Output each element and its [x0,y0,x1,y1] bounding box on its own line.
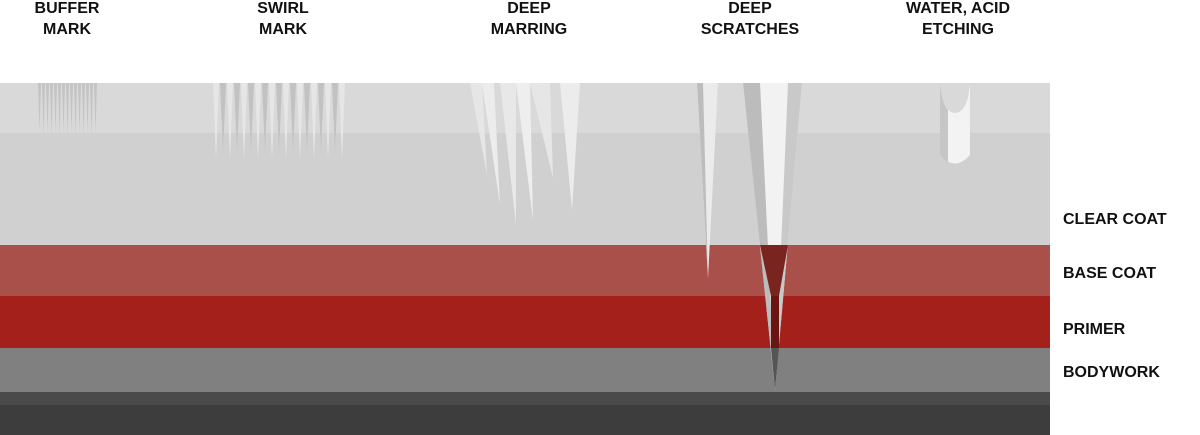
deep-scratch-base [760,245,788,296]
defect-label: DEEP [728,0,772,17]
swirl-sliver [248,83,254,152]
scratch-shade [697,83,708,278]
layer-label: BASE COAT [1063,265,1156,282]
marring-notch [500,83,516,225]
buffer-sliver [82,83,85,136]
defect-label: WATER, ACID [906,0,1010,17]
swirl-sliver [262,83,268,152]
swirl-sliver [304,83,310,152]
swirl-sliver [339,83,345,159]
buffer-sliver [50,83,53,136]
buffer-sliver [42,83,45,136]
deep-scratch-primer [771,296,779,348]
layer-label: CLEAR COAT [1063,211,1167,228]
swirl-sliver [290,83,296,152]
buffer-sliver [86,83,89,132]
bodywork [0,348,1050,392]
swirl-sliver [276,83,282,152]
swirl-sliver [234,83,240,152]
defect-label: DEEP [507,0,551,17]
swirl-sliver [213,83,219,159]
swirl-sliver [325,83,331,159]
deep-scratch-body [771,348,779,390]
marring-notch [560,83,580,210]
swirl-sliver [332,83,338,152]
defect-label: SCRATCHES [701,21,800,38]
defect-label: ETCHING [922,21,994,38]
buffer-sliver [66,83,69,136]
layers [0,83,1050,435]
layer-label: BODYWORK [1063,364,1160,381]
bodywork-edge [0,392,1050,405]
buffer-sliver [94,83,97,132]
buffer-sliver [62,83,65,132]
swirl-sliver [241,83,247,159]
buffer-sliver [70,83,73,132]
buffer-sliver [74,83,77,136]
bodywork-base [0,405,1050,435]
etching-shade [940,83,948,162]
swirl-sliver [255,83,261,159]
swirl-sliver [227,83,233,159]
marring-notch [530,83,553,178]
marring-notch [516,83,533,220]
defect-label: SWIRL [257,0,309,17]
defect-label: MARRING [491,21,567,38]
labels: BUFFER MARK SWIRL MARK DEEP MARRING DEEP SCRATC… [35,0,1167,381]
swirl-sliver [220,83,226,152]
marring-notch [470,83,487,175]
swirl-sliver [297,83,303,159]
swirl-sliver [318,83,324,152]
defects [38,83,970,390]
swirl-sliver [283,83,289,159]
swirl-sliver [311,83,317,159]
buffer-sliver [38,83,41,132]
buffer-sliver [78,83,81,132]
buffer-sliver [90,83,93,136]
swirl-sliver [269,83,275,159]
defect-label: MARK [43,21,91,38]
deep-scratch-shade [743,83,775,390]
buffer-sliver [46,83,49,132]
layer-label: PRIMER [1063,321,1126,338]
base-coat [0,245,1050,296]
buffer-sliver [58,83,61,136]
primer [0,296,1050,348]
deep-scratch-shade [775,83,802,390]
defect-label: MARK [259,21,307,38]
defect-label: BUFFER [35,0,100,17]
marring-notch [482,83,500,205]
buffer-sliver [54,83,57,132]
